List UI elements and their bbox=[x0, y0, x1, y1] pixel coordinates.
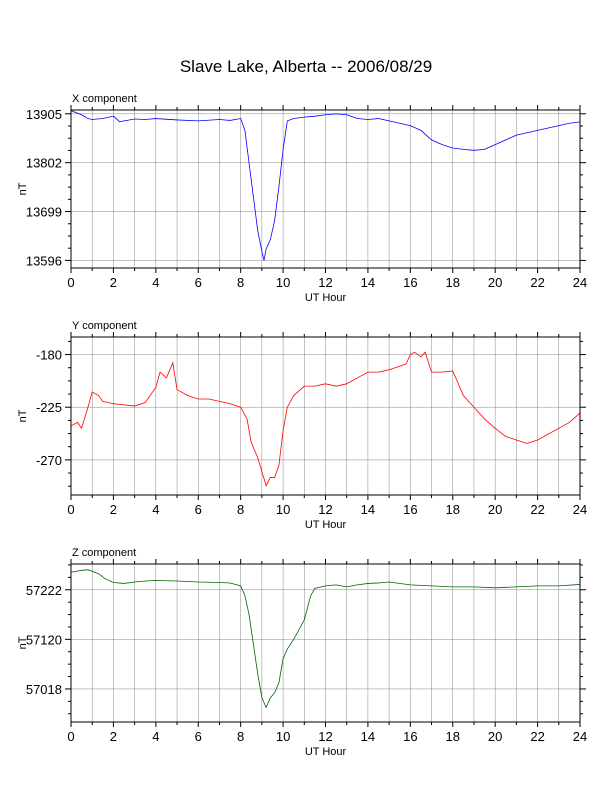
x-tick-label: 24 bbox=[573, 729, 587, 744]
y-tick-label: -180 bbox=[36, 348, 62, 363]
x-tick-label: 22 bbox=[530, 275, 544, 290]
x-tick-label: 22 bbox=[530, 502, 544, 517]
x-tick-label: 4 bbox=[152, 502, 159, 517]
x-tick-label: 14 bbox=[361, 275, 375, 290]
x-tick-label: 4 bbox=[152, 729, 159, 744]
x-tick-label: 6 bbox=[195, 275, 202, 290]
x-tick-label: 8 bbox=[237, 502, 244, 517]
x-tick-label: 12 bbox=[318, 502, 332, 517]
x-tick-label: 10 bbox=[276, 502, 290, 517]
y-tick-label: -270 bbox=[36, 453, 62, 468]
x-component-title: X component bbox=[72, 93, 137, 105]
x-axis-label: UT Hour bbox=[305, 292, 347, 304]
x-tick-label: 12 bbox=[318, 729, 332, 744]
y-component-line bbox=[70, 351, 581, 487]
x-tick-label: 16 bbox=[403, 729, 417, 744]
z-component-title: Z component bbox=[72, 547, 136, 559]
y-axis-label: nT bbox=[17, 182, 29, 195]
x-tick-label: 22 bbox=[530, 729, 544, 744]
x-tick-label: 10 bbox=[276, 729, 290, 744]
y-tick-label: 13699 bbox=[26, 205, 62, 220]
x-tick-label: 8 bbox=[237, 729, 244, 744]
y-axis-label: nT bbox=[17, 409, 29, 422]
x-tick-label: 4 bbox=[152, 275, 159, 290]
y-component-title: Y component bbox=[72, 320, 137, 332]
y-tick-label: -225 bbox=[36, 400, 62, 415]
x-axis-label: UT Hour bbox=[305, 746, 347, 758]
x-tick-label: 0 bbox=[67, 502, 74, 517]
x-tick-label: 18 bbox=[446, 502, 460, 517]
x-tick-label: 6 bbox=[195, 502, 202, 517]
x-tick-label: 14 bbox=[361, 502, 375, 517]
x-tick-label: 20 bbox=[488, 729, 502, 744]
x-tick-label: 20 bbox=[488, 275, 502, 290]
x-tick-label: 16 bbox=[403, 275, 417, 290]
x-axis-label: UT Hour bbox=[305, 519, 347, 531]
x-tick-label: 10 bbox=[276, 275, 290, 290]
x-tick-label: 16 bbox=[403, 502, 417, 517]
y-tick-label: 57120 bbox=[26, 632, 62, 647]
x-tick-label: 6 bbox=[195, 729, 202, 744]
x-tick-label: 24 bbox=[573, 502, 587, 517]
x-tick-label: 12 bbox=[318, 275, 332, 290]
x-component-panel: 0 2 4 6 8 10 12 14 16 18 20 22 241359613699138021390… bbox=[17, 93, 587, 304]
x-tick-label: 14 bbox=[361, 729, 375, 744]
x-component-line bbox=[70, 110, 581, 261]
y-tick-label: 13596 bbox=[26, 253, 62, 268]
y-tick-label: 13905 bbox=[26, 107, 62, 122]
y-axis-label: nT bbox=[17, 636, 29, 649]
x-tick-label: 0 bbox=[67, 729, 74, 744]
page-title: Slave Lake, Alberta -- 2006/08/29 bbox=[179, 57, 433, 76]
x-tick-label: 18 bbox=[446, 275, 460, 290]
y-tick-label: 57018 bbox=[26, 682, 62, 697]
x-tick-label: 8 bbox=[237, 275, 244, 290]
y-tick-label: 13802 bbox=[26, 156, 62, 171]
x-tick-label: 2 bbox=[110, 275, 117, 290]
x-tick-label: 0 bbox=[67, 275, 74, 290]
z-component-line bbox=[70, 569, 581, 709]
x-tick-label: 2 bbox=[110, 502, 117, 517]
y-tick-label: 57222 bbox=[26, 583, 62, 598]
x-tick-label: 18 bbox=[446, 729, 460, 744]
x-tick-label: 24 bbox=[573, 275, 587, 290]
x-tick-label: 2 bbox=[110, 729, 117, 744]
x-tick-label: 20 bbox=[488, 502, 502, 517]
